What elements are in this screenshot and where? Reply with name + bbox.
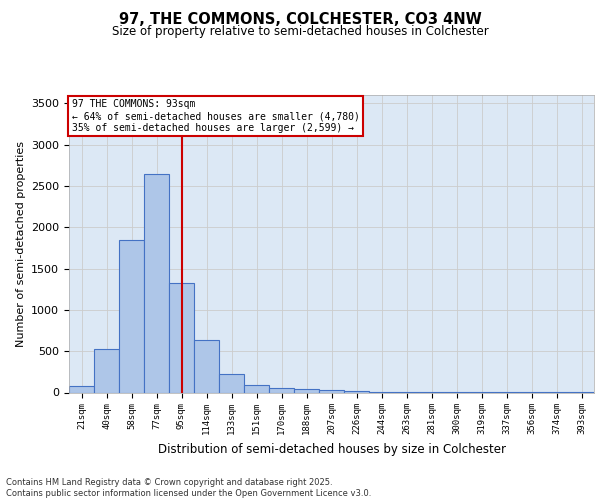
Bar: [144, 174, 169, 392]
Bar: [319, 390, 344, 392]
Bar: [219, 374, 244, 392]
X-axis label: Distribution of semi-detached houses by size in Colchester: Distribution of semi-detached houses by …: [157, 443, 505, 456]
Y-axis label: Number of semi-detached properties: Number of semi-detached properties: [16, 141, 26, 347]
Text: 97, THE COMMONS, COLCHESTER, CO3 4NW: 97, THE COMMONS, COLCHESTER, CO3 4NW: [119, 12, 481, 28]
Bar: [344, 391, 369, 392]
Bar: [169, 284, 194, 393]
Bar: [69, 386, 94, 392]
Text: 97 THE COMMONS: 93sqm
← 64% of semi-detached houses are smaller (4,780)
35% of s: 97 THE COMMONS: 93sqm ← 64% of semi-deta…: [71, 100, 359, 132]
Bar: [244, 385, 269, 392]
Bar: [119, 240, 144, 392]
Bar: [294, 389, 319, 392]
Text: Size of property relative to semi-detached houses in Colchester: Size of property relative to semi-detach…: [112, 25, 488, 38]
Bar: [194, 340, 219, 392]
Text: Contains HM Land Registry data © Crown copyright and database right 2025.
Contai: Contains HM Land Registry data © Crown c…: [6, 478, 371, 498]
Bar: [269, 388, 294, 392]
Bar: [94, 348, 119, 393]
